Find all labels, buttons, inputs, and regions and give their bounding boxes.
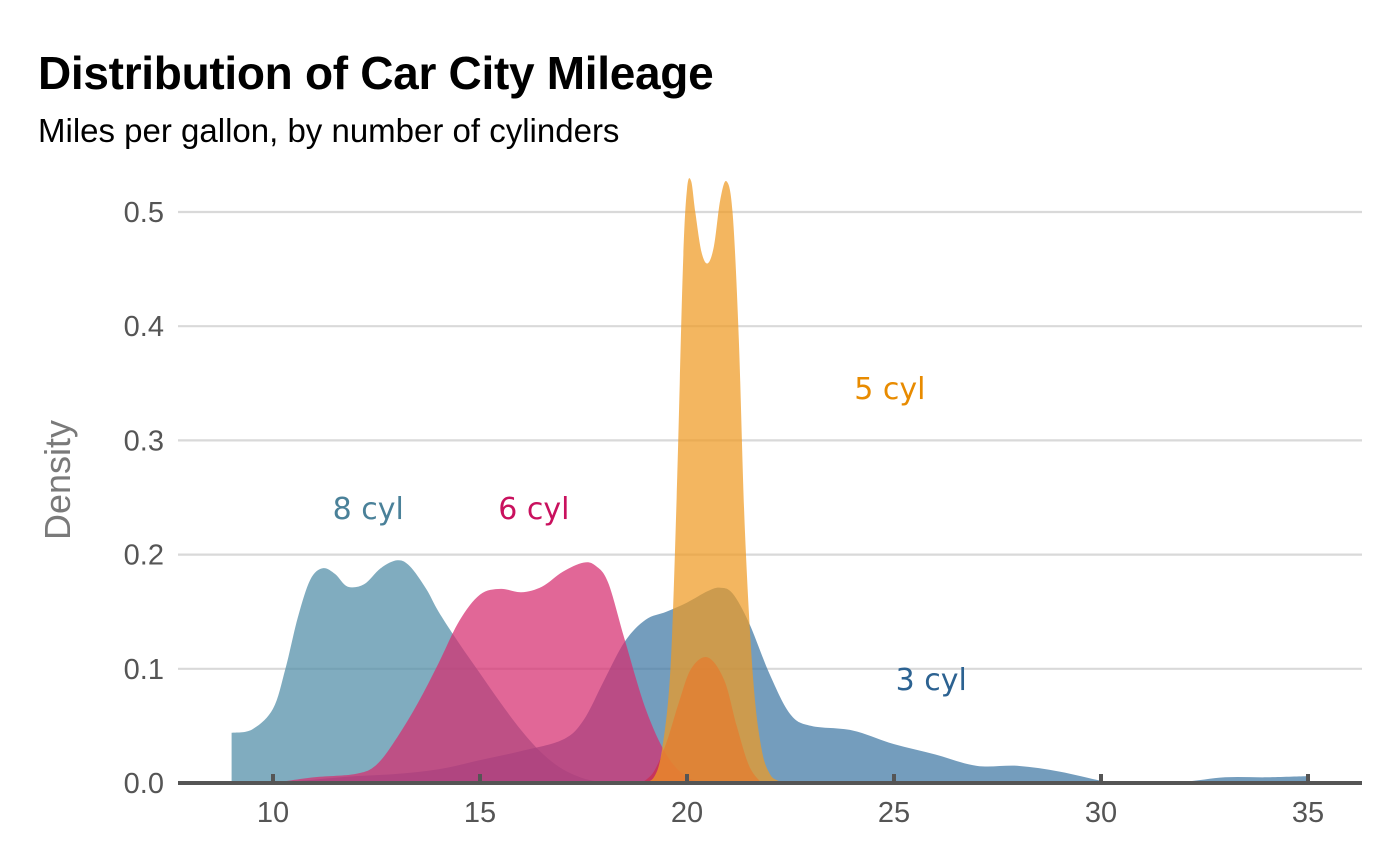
x-tick-label: 35 bbox=[1292, 797, 1324, 829]
y-tick-label: 0.1 bbox=[124, 654, 164, 686]
density-area-5-cyl bbox=[641, 178, 787, 783]
y-tick-label: 0.2 bbox=[124, 540, 164, 572]
x-tick-label: 15 bbox=[464, 797, 496, 829]
series-labels: 8 cyl 3 cyl 6 cyl 5 cyl bbox=[333, 372, 967, 698]
chart-subtitle: Miles per gallon, by number of cylinders bbox=[38, 112, 620, 149]
x-tick-label: 25 bbox=[878, 797, 910, 829]
series-label-5-cyl: 5 cyl bbox=[854, 372, 925, 407]
y-tick-label: 0.5 bbox=[124, 197, 164, 229]
density-area-6-cyl bbox=[273, 562, 708, 783]
series-label-3-cyl: 3 cyl bbox=[896, 663, 967, 698]
y-axis-tick-labels: 0.0 0.1 0.2 0.3 0.4 0.5 bbox=[124, 197, 164, 800]
y-tick-label: 0.0 bbox=[124, 768, 164, 800]
series-label-6-cyl: 6 cyl bbox=[498, 492, 569, 527]
x-axis-tick-labels: 10 15 20 25 30 35 bbox=[257, 797, 1324, 829]
density-area-3-cyl bbox=[273, 587, 1308, 784]
x-tick-label: 20 bbox=[671, 797, 703, 829]
y-tick-label: 0.4 bbox=[124, 311, 164, 343]
density-areas bbox=[231, 178, 1308, 784]
y-tick-label: 0.3 bbox=[124, 425, 164, 457]
x-tick-label: 10 bbox=[257, 797, 289, 829]
x-tick-label: 30 bbox=[1085, 797, 1117, 829]
density-area-8-cyl bbox=[231, 560, 617, 783]
y-axis-label: Density bbox=[37, 420, 78, 540]
x-axis bbox=[178, 774, 1362, 785]
chart-title: Distribution of Car City Mileage bbox=[38, 47, 714, 99]
series-label-8-cyl: 8 cyl bbox=[333, 492, 404, 527]
